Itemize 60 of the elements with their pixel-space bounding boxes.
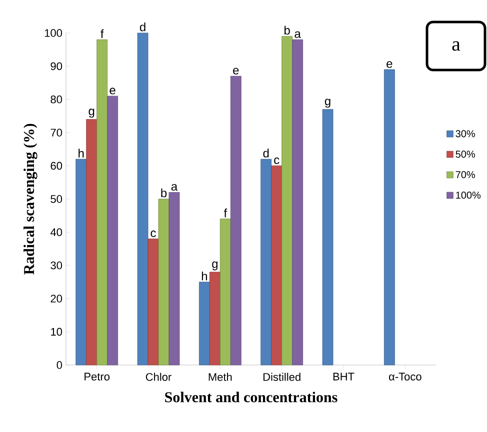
y-axis-title: Radical scavenging (%) <box>24 124 38 275</box>
legend-label: 30% <box>456 130 476 138</box>
bar <box>220 218 231 366</box>
bar <box>230 76 242 366</box>
bar <box>76 158 87 366</box>
y-tick-label: 60 <box>50 162 62 170</box>
y-tick-label: 40 <box>50 228 62 236</box>
data-label: e <box>110 88 116 94</box>
legend-label: 100% <box>456 192 481 199</box>
data-label: c <box>150 230 156 238</box>
bar <box>209 272 220 366</box>
bar <box>137 32 148 366</box>
bar <box>260 158 272 366</box>
x-tick-label: α-Toco <box>388 372 422 380</box>
data-label: h <box>202 272 207 280</box>
y-tick-label: 80 <box>50 96 62 104</box>
bar <box>107 96 118 366</box>
y-tick-label: 90 <box>50 62 62 70</box>
data-label: e <box>233 68 239 74</box>
data-label: d <box>263 148 269 158</box>
y-tick-label: 20 <box>50 294 62 302</box>
legend-label: 50% <box>456 150 476 158</box>
data-label: b <box>284 26 290 35</box>
x-tick-label: Meth <box>208 372 232 381</box>
data-label: a <box>171 184 178 191</box>
bar <box>158 198 170 366</box>
bar <box>292 39 303 366</box>
data-label: f <box>100 29 104 38</box>
bar <box>96 39 108 366</box>
data-label: h <box>78 148 84 158</box>
data-label: b <box>161 188 167 198</box>
bar <box>86 119 98 366</box>
bar <box>282 36 293 366</box>
bar <box>322 109 334 366</box>
x-tick-label: Petro <box>84 372 110 380</box>
bar <box>271 166 282 366</box>
x-tick-label: BHT <box>333 372 354 380</box>
data-label: g <box>212 261 218 270</box>
data-label: c <box>274 158 280 164</box>
y-tick-label: 30 <box>50 262 62 270</box>
data-label: f <box>224 208 228 218</box>
data-label: g <box>324 98 330 108</box>
x-tick-label: Distilled <box>263 372 300 381</box>
legend-label: 70% <box>456 171 476 178</box>
y-tick-label: 100 <box>44 29 62 37</box>
bar <box>199 282 210 366</box>
y-tick-label: 10 <box>51 328 62 336</box>
x-axis-title: Solvent and concentrations <box>165 392 338 402</box>
x-tick-label: Chlor <box>146 372 172 381</box>
data-label: d <box>140 22 146 32</box>
bar <box>148 238 159 366</box>
bar <box>384 69 395 366</box>
data-label: g <box>88 108 94 118</box>
text: a <box>452 41 460 51</box>
y-tick-label: 70 <box>50 128 62 136</box>
y-tick-label: 50 <box>50 195 62 203</box>
bar <box>168 192 180 366</box>
y-tick-label: 0 <box>56 361 62 369</box>
data-label: e <box>386 61 392 68</box>
data-label: a <box>294 31 301 38</box>
